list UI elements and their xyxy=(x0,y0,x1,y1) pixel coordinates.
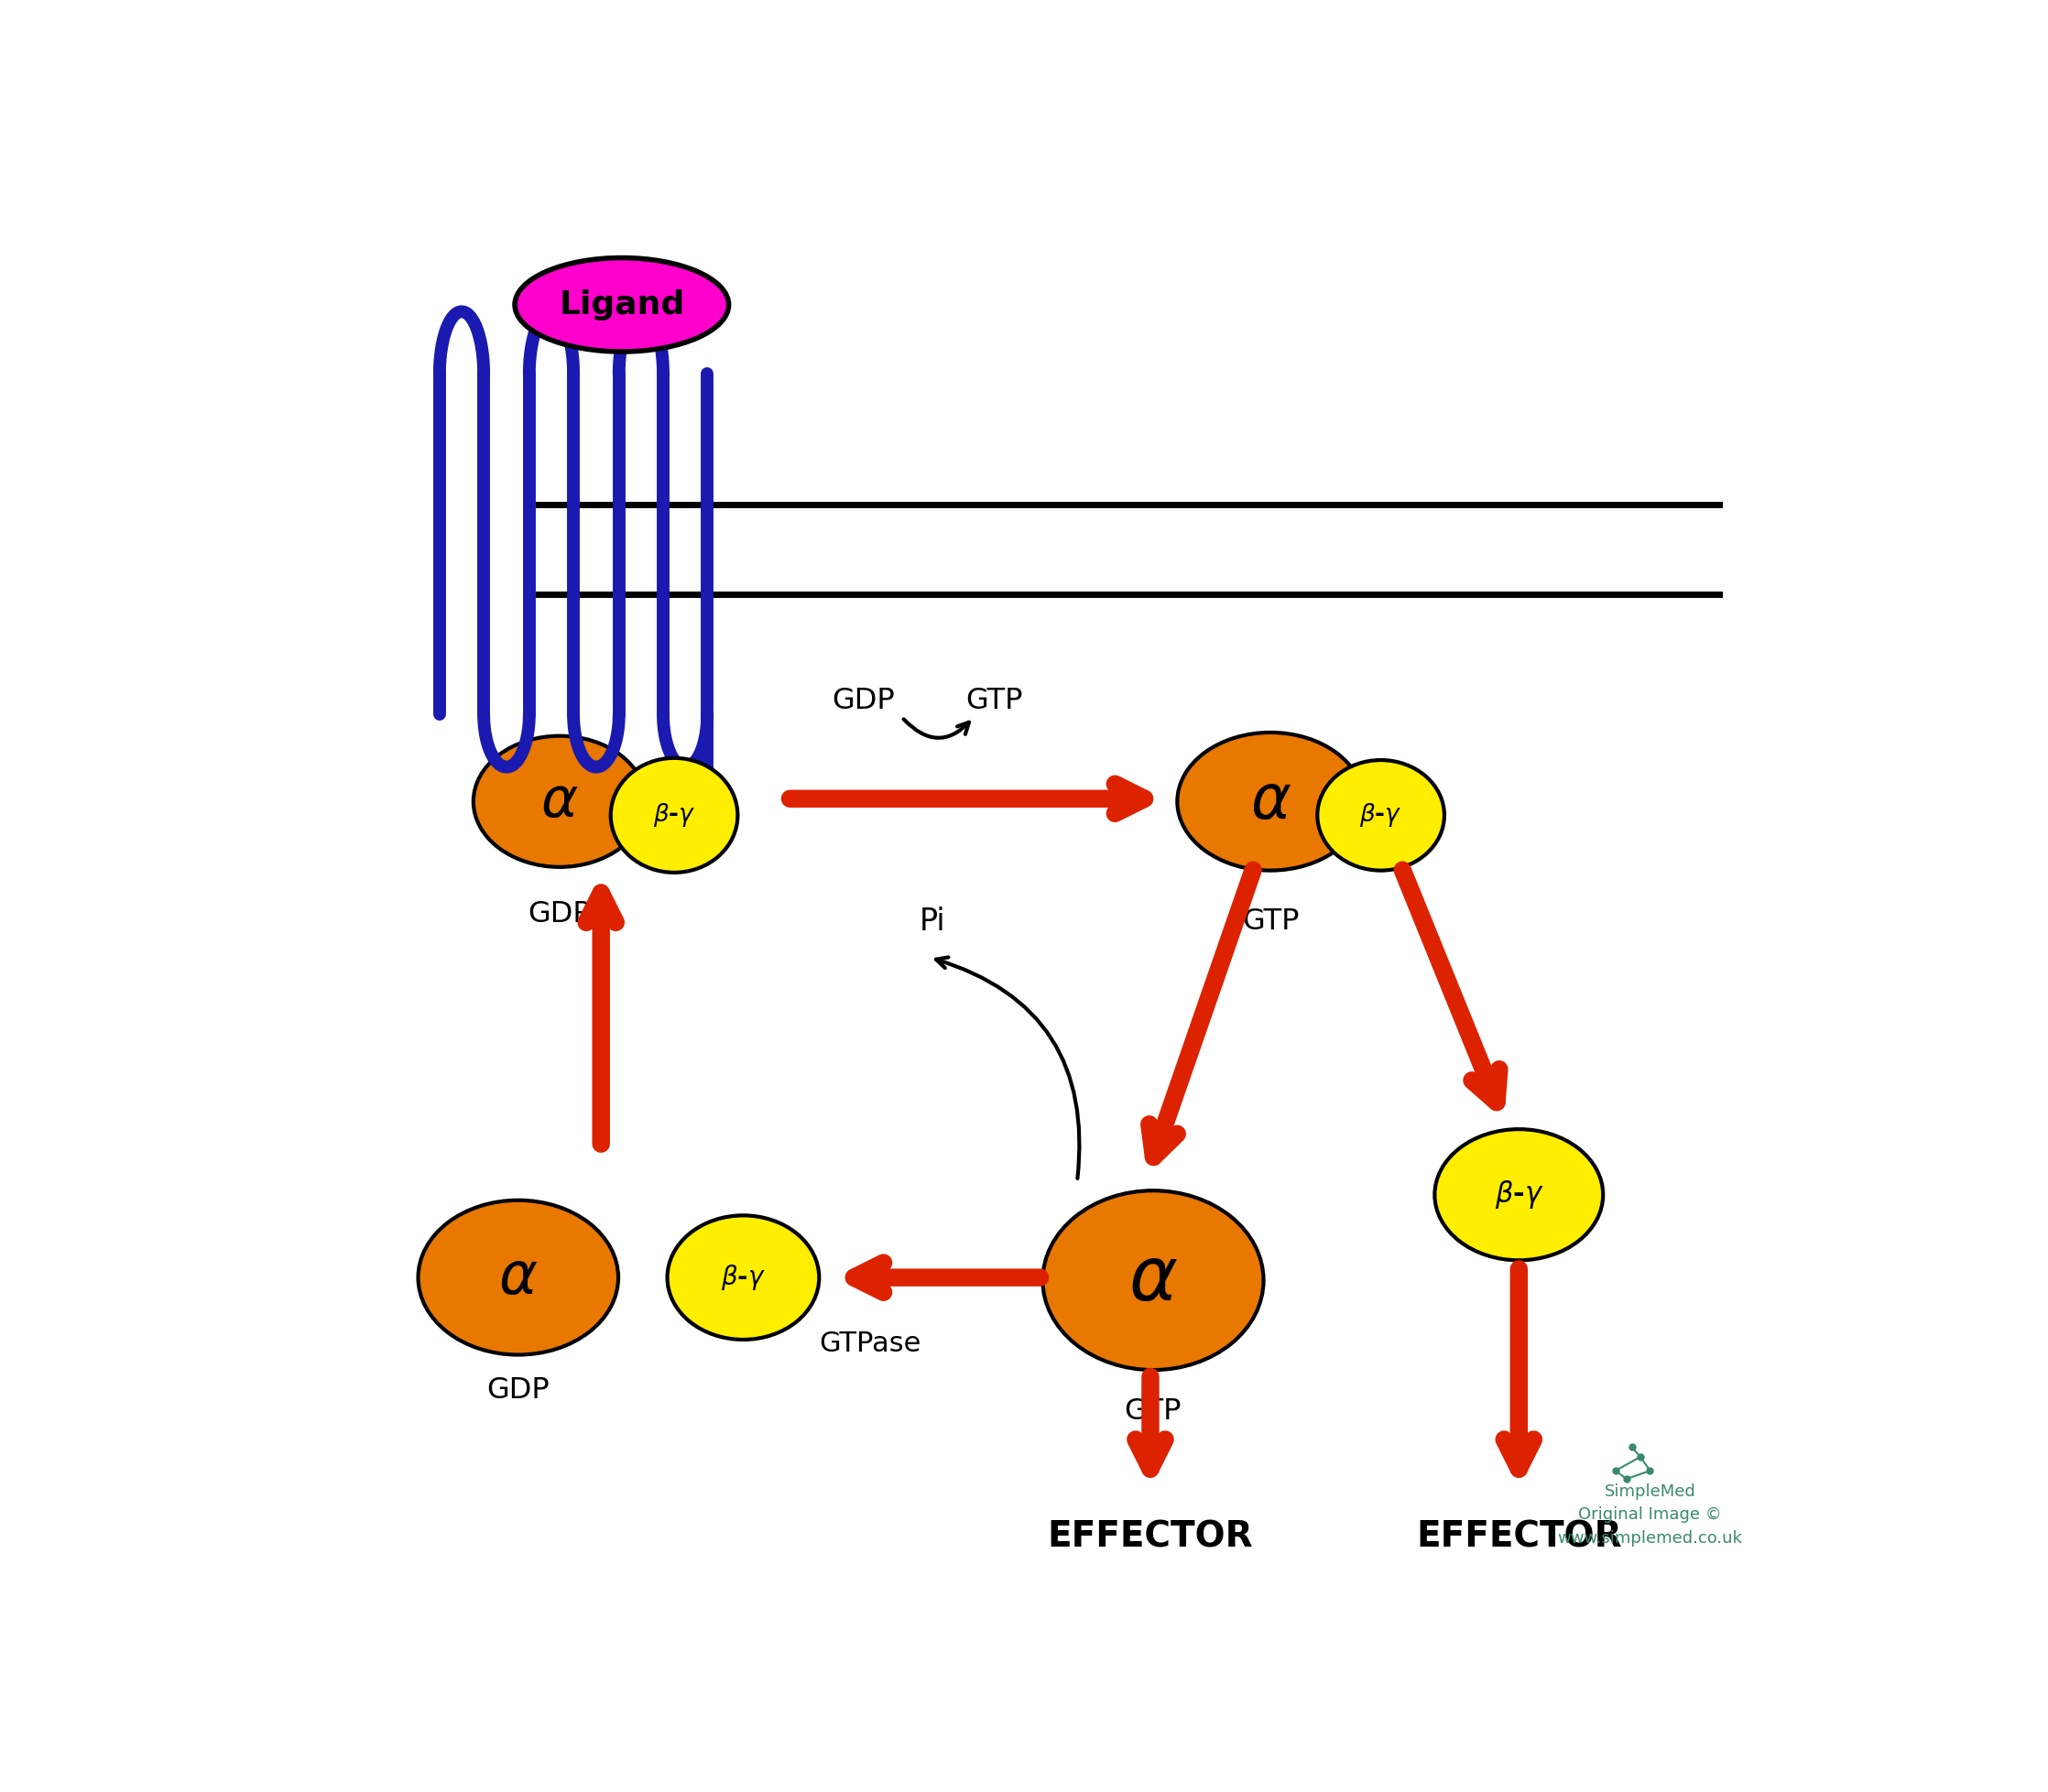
Text: GDP: GDP xyxy=(831,686,895,715)
Ellipse shape xyxy=(668,1215,819,1340)
Text: EFFECTOR: EFFECTOR xyxy=(1047,1520,1253,1554)
Text: EFFECTOR: EFFECTOR xyxy=(1415,1520,1622,1554)
Ellipse shape xyxy=(514,258,729,351)
Text: Ligand: Ligand xyxy=(559,289,684,321)
Ellipse shape xyxy=(1178,733,1364,871)
Ellipse shape xyxy=(1436,1129,1604,1260)
Text: $\beta$-$\gamma$: $\beta$-$\gamma$ xyxy=(653,801,696,830)
FancyArrowPatch shape xyxy=(936,957,1079,1179)
FancyArrowPatch shape xyxy=(903,719,969,738)
Text: $\alpha$: $\alpha$ xyxy=(541,774,580,828)
Text: $\alpha$: $\alpha$ xyxy=(1128,1245,1178,1315)
Ellipse shape xyxy=(418,1201,618,1355)
Text: GTP: GTP xyxy=(1241,907,1298,935)
Ellipse shape xyxy=(1317,760,1444,871)
Ellipse shape xyxy=(610,758,737,873)
Text: $\beta$-$\gamma$: $\beta$-$\gamma$ xyxy=(1495,1179,1544,1211)
Ellipse shape xyxy=(1042,1190,1264,1369)
Text: GDP: GDP xyxy=(487,1376,549,1405)
Text: GDP: GDP xyxy=(528,900,592,928)
Ellipse shape xyxy=(473,737,645,867)
Text: SimpleMed
Original Image ©
www.simplemed.co.uk: SimpleMed Original Image © www.simplemed… xyxy=(1559,1484,1743,1546)
Text: $\beta$-$\gamma$: $\beta$-$\gamma$ xyxy=(1360,801,1403,830)
Text: Pi: Pi xyxy=(920,907,946,937)
Text: GTP: GTP xyxy=(1124,1398,1182,1426)
Text: $\alpha$: $\alpha$ xyxy=(1249,771,1290,831)
Text: GTPase: GTPase xyxy=(819,1330,922,1357)
Text: GTP: GTP xyxy=(967,686,1024,715)
Text: $\alpha$: $\alpha$ xyxy=(498,1249,539,1306)
Text: $\beta$-$\gamma$: $\beta$-$\gamma$ xyxy=(721,1263,766,1292)
